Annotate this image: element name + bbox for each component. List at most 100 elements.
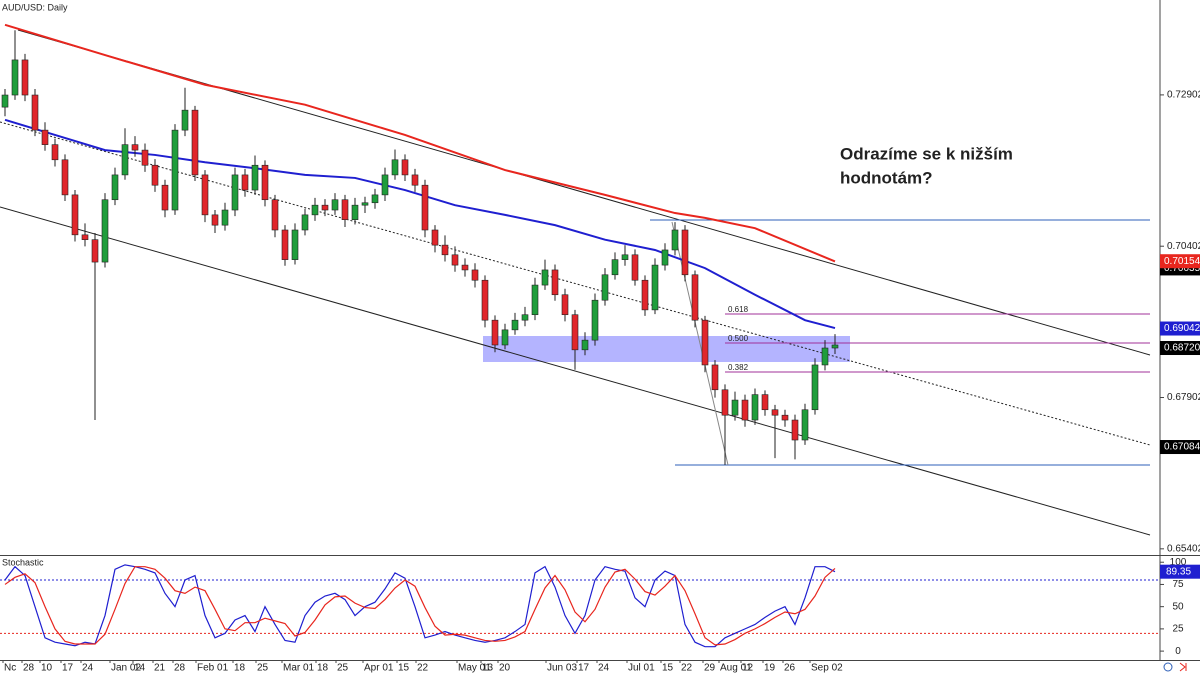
x-tick-label: 24 (82, 663, 94, 674)
candle-body (341, 199, 349, 221)
x-tick-label: 15 (662, 663, 674, 674)
x-tick-label: 15 (398, 663, 410, 674)
candle-body (631, 254, 639, 281)
x-tick-label: Aug 01 (720, 663, 752, 674)
candle-body (381, 174, 389, 196)
candle-body (351, 204, 359, 221)
candle-body (271, 199, 279, 231)
candle-body (791, 419, 799, 441)
price-tag-label: 0.70154 (1164, 256, 1200, 267)
price-tag-label: 0.70035 (1164, 263, 1200, 274)
candle-body (161, 184, 169, 211)
stoch-line (4, 566, 836, 646)
y-tick-label: 0.70402 (1167, 241, 1200, 252)
candle-body (41, 129, 49, 145)
indicator-label: Stochastic (2, 557, 44, 567)
candle-body (301, 214, 309, 231)
candle-body (101, 199, 109, 263)
candle-body (491, 319, 499, 346)
candle-body (501, 329, 509, 346)
x-tick-label: 25 (257, 663, 269, 674)
candle-body (561, 294, 569, 316)
candle-body (461, 264, 469, 271)
y-tick-label: 0.72902 (1167, 90, 1200, 101)
candle-body (91, 239, 99, 263)
x-tick-label: 22 (681, 663, 693, 674)
candle-body (231, 174, 239, 211)
y-tick-label: 0.67902 (1167, 392, 1200, 403)
candle-body (131, 144, 139, 151)
x-tick-label: Nc (4, 663, 16, 674)
price-tag-label: 0.69042 (1164, 323, 1200, 334)
stoch-line (4, 564, 836, 648)
candle-body (611, 259, 619, 276)
price-tag-label: 0.68720 (1164, 343, 1200, 354)
x-tick-label: 18 (234, 663, 246, 674)
candle-body (591, 299, 599, 341)
x-tick-label: Feb 01 (197, 663, 229, 674)
candle-body (451, 254, 459, 266)
candle-body (651, 264, 659, 311)
x-tick-label: 18 (317, 663, 329, 674)
fib-anchor (671, 221, 729, 466)
candle-body (481, 279, 489, 321)
candle-body (31, 94, 39, 131)
candle-body (81, 234, 89, 240)
icon (1163, 662, 1173, 672)
candle-body (511, 319, 519, 331)
candle-body (581, 339, 589, 351)
candle-body (441, 244, 449, 256)
candle-body (711, 364, 719, 391)
candle-body (121, 144, 129, 176)
fib-label: 0.382 (728, 363, 749, 372)
candle-body (471, 269, 479, 281)
candle-body (321, 204, 329, 211)
x-tick-label: 17 (62, 663, 74, 674)
x-tick-label: 28 (23, 663, 35, 674)
candle-body (181, 109, 189, 131)
candle-body (751, 394, 759, 421)
candle-body (291, 229, 299, 260)
x-tick-label: 28 (174, 663, 186, 674)
x-tick-label: Mar 01 (283, 663, 315, 674)
x-tick-label: 25 (337, 663, 349, 674)
symbol-label: AUD/USD: Daily (2, 2, 68, 12)
annotation: Odrazíme se k nižším (840, 144, 1013, 163)
x-tick-label: 19 (764, 663, 776, 674)
stoch-y-tick-label: 50 (1172, 601, 1184, 612)
candle-body (421, 184, 429, 231)
candle-body (21, 59, 29, 96)
stoch-y-tick-label: 75 (1172, 579, 1184, 590)
candle-body (51, 144, 59, 161)
x-tick-label: 20 (499, 663, 511, 674)
candle-body (681, 229, 689, 276)
stoch-value-tag (1160, 564, 1200, 579)
candle-body (171, 129, 179, 211)
candle-body (731, 399, 739, 416)
candle-body (331, 199, 339, 211)
y-tick-label: 0.65402 (1167, 543, 1200, 554)
price-tag (1160, 341, 1200, 356)
candle-body (111, 174, 119, 201)
price-tag-label: 0.67084 (1164, 442, 1200, 453)
candle-body (721, 389, 729, 416)
fib-label: 0.500 (728, 334, 749, 343)
x-tick-label: 24 (598, 663, 610, 674)
corner-icons (1163, 662, 1187, 672)
x-tick-label: 22 (417, 663, 429, 674)
fib-label: 0.618 (728, 305, 749, 314)
candle-body (221, 209, 229, 226)
x-tick-label: 26 (784, 663, 796, 674)
channel-lower (0, 206, 1151, 536)
x-tick-label: 14 (134, 663, 146, 674)
candle-body (151, 164, 159, 186)
candle-body (781, 414, 789, 421)
candle-body (11, 59, 19, 96)
candle-body (361, 202, 369, 206)
candle-body (601, 274, 609, 301)
x-tick-label: May 01 (458, 663, 491, 674)
price-tag (1160, 440, 1200, 455)
icon (1179, 662, 1187, 672)
candle-body (541, 269, 549, 286)
candle-body (801, 409, 809, 441)
